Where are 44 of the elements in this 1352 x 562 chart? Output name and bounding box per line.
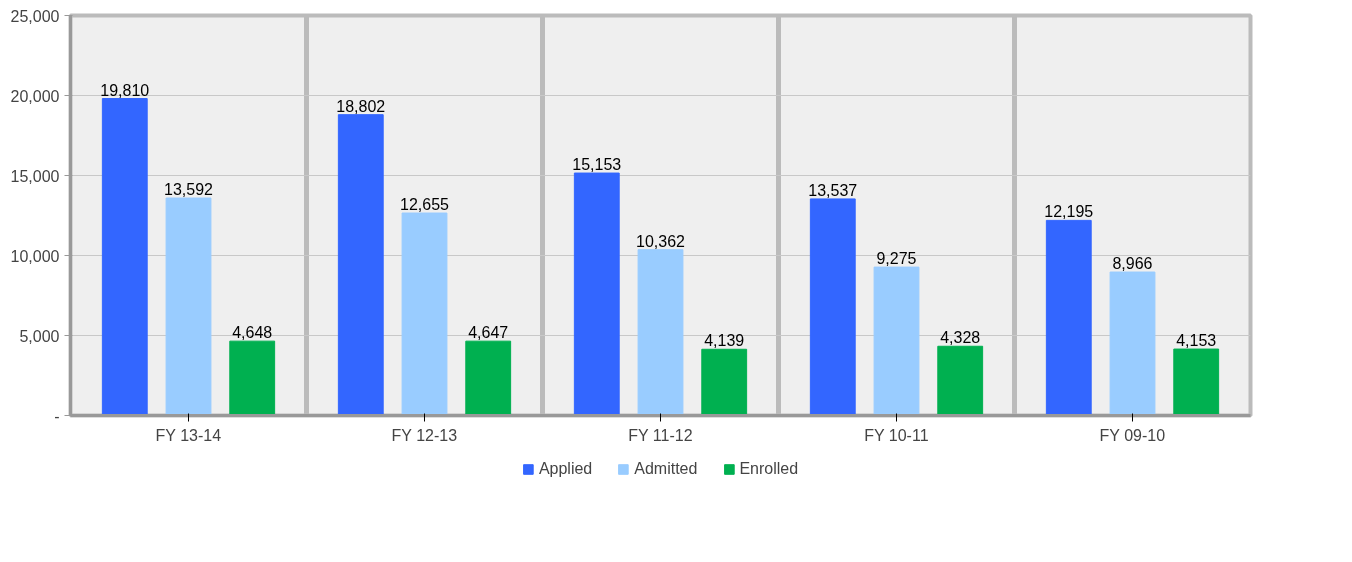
bar <box>809 198 856 416</box>
bar <box>701 348 748 416</box>
data-label: 4,647 <box>468 324 509 342</box>
data-label: 4,648 <box>232 324 273 342</box>
data-label: 8,966 <box>1112 255 1153 273</box>
bar <box>1173 348 1220 416</box>
data-label: 12,195 <box>1044 203 1094 221</box>
bar <box>165 197 212 416</box>
legend-label: Applied <box>538 459 593 478</box>
bar <box>229 340 276 416</box>
bar <box>1045 219 1092 416</box>
y-tick-label: 10,000 <box>10 247 60 265</box>
y-tick-label: 15,000 <box>10 167 60 185</box>
data-label: 13,537 <box>808 181 858 199</box>
data-label: 12,655 <box>400 196 450 214</box>
x-tick-label: FY 09-10 <box>1099 426 1166 444</box>
bar <box>337 114 384 416</box>
y-tick-label: 5,000 <box>19 327 60 345</box>
x-tick-label: FY 13-14 <box>155 426 222 444</box>
data-label: 9,275 <box>876 250 917 268</box>
bar <box>465 340 512 416</box>
bar <box>937 345 984 416</box>
x-tick-label: FY 12-13 <box>391 426 458 444</box>
bar <box>101 98 148 416</box>
bar <box>873 266 920 416</box>
bar <box>573 172 620 416</box>
data-label: 15,153 <box>572 156 622 174</box>
legend-label: Admitted <box>634 459 698 478</box>
y-tick-label: - <box>54 407 60 425</box>
data-label: 13,592 <box>164 181 214 199</box>
data-label: 10,362 <box>636 232 686 250</box>
bar <box>401 212 448 416</box>
bar <box>1109 271 1156 416</box>
data-label: 18,802 <box>336 97 386 115</box>
data-label: 4,153 <box>1176 332 1217 350</box>
y-tick-label: 25,000 <box>10 7 60 25</box>
y-tick-label: 20,000 <box>10 87 60 105</box>
data-label: 19,810 <box>100 81 150 99</box>
x-tick-label: FY 11-12 <box>628 426 693 444</box>
legend-label: Enrolled <box>739 459 799 478</box>
x-tick-label: FY 10-11 <box>864 426 929 444</box>
data-label: 4,139 <box>704 332 745 350</box>
data-label: 4,328 <box>940 329 981 347</box>
bar <box>637 249 684 416</box>
